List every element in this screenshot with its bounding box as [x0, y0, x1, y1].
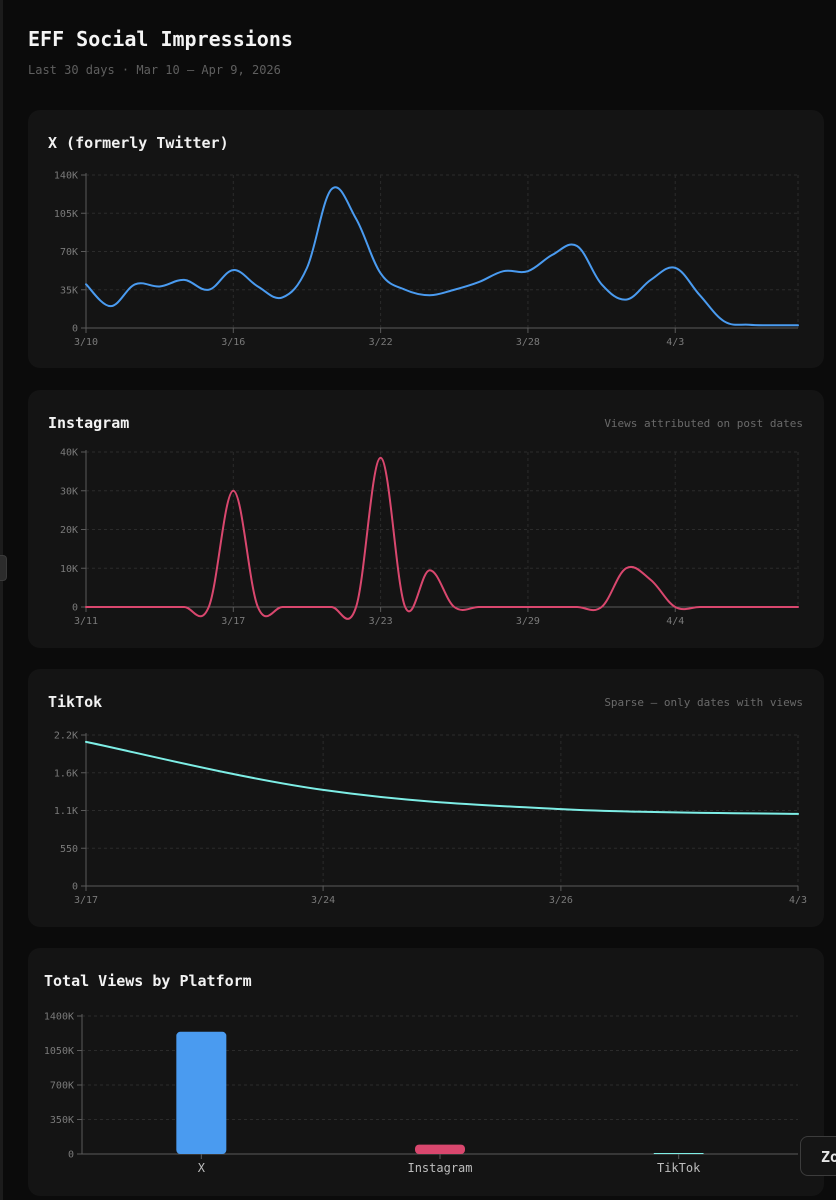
- tiktok-y-tick-label: 1.6K: [54, 768, 78, 779]
- instagram-y-tick-label: 30K: [60, 486, 78, 497]
- instagram-x-tick-label: 3/17: [221, 616, 245, 627]
- x-x-tick-label: 3/22: [369, 337, 393, 348]
- tiktok-chart-title: TikTok: [48, 693, 103, 711]
- zoom-button[interactable]: Zoom: [800, 1136, 836, 1176]
- instagram-y-tick-label: 20K: [60, 525, 78, 536]
- tiktok-y-tick-label: 550: [60, 844, 78, 855]
- tiktok-chart-card: TikTok Sparse — only dates with views 0 5…: [28, 669, 824, 927]
- x-x-tick-label: 3/16: [221, 337, 245, 348]
- instagram-x-tick-label: 3/11: [74, 616, 98, 627]
- instagram-x-tick-label: 3/23: [369, 616, 393, 627]
- totals-x-tick-label: X: [198, 1161, 206, 1175]
- x-y-tick-label: 105K: [54, 209, 78, 220]
- tiktok-y-tick-label: 0: [72, 882, 78, 893]
- x-chart-card: X (formerly Twitter) 0 35K 70K 105K 140K 3/10…: [28, 110, 824, 368]
- tiktok-series-line: [85, 740, 799, 815]
- totals-chart-card: Total Views by Platform 0 350K 700K 1050K 14…: [28, 948, 824, 1196]
- totals-bar-x: [176, 1031, 227, 1154]
- tiktok-x-tick-label: 3/26: [549, 895, 573, 906]
- tiktok-x-tick-label: 3/24: [311, 895, 335, 906]
- instagram-y-tick-label: 0: [72, 603, 78, 614]
- x-y-tick-label: 70K: [60, 247, 78, 258]
- instagram-chart-note: Views attributed on post dates: [604, 417, 803, 430]
- totals-y-tick-label: 1400K: [44, 1012, 74, 1023]
- x-y-tick-label: 0: [72, 324, 78, 335]
- x-y-tick-label: 140K: [54, 171, 78, 182]
- x-x-tick-label: 4/3: [666, 337, 684, 348]
- x-x-tick-label: 3/10: [74, 337, 98, 348]
- tiktok-y-tick-label: 2.2K: [54, 731, 78, 742]
- totals-bar-instagram: [415, 1144, 465, 1154]
- totals-y-tick-label: 350K: [50, 1115, 74, 1126]
- x-y-tick-label: 35K: [60, 285, 78, 296]
- totals-y-tick-label: 700K: [50, 1081, 74, 1092]
- instagram-line-chart: 0 10K 20K 30K 40K 3/11 3/17 3/23 3/29 4/4: [60, 448, 799, 627]
- x-x-tick-label: 3/28: [516, 337, 540, 348]
- x-line-chart: 0 35K 70K 105K 140K 3/10 3/16 3/22 3/28 4/3: [54, 171, 799, 348]
- page-subtitle: Last 30 days · Mar 10 – Apr 9, 2026: [28, 63, 281, 77]
- totals-y-tick-label: 1050K: [44, 1046, 74, 1057]
- totals-x-tick-label: TikTok: [657, 1161, 701, 1175]
- totals-bar-chart: 0 350K 700K 1050K 1400K X Instagram TikTok: [44, 1012, 798, 1175]
- tiktok-x-tick-label: 4/3: [789, 895, 807, 906]
- tiktok-line-chart: 0 550 1.1K 1.6K 2.2K 3/17 3/24 3/26 4/3: [54, 731, 807, 907]
- tiktok-x-tick-label: 3/17: [74, 895, 98, 906]
- instagram-series-line: [85, 456, 799, 620]
- instagram-x-tick-label: 3/29: [516, 616, 540, 627]
- instagram-y-tick-label: 10K: [60, 564, 78, 575]
- totals-bar-tiktok: [653, 1153, 704, 1154]
- x-series-line: [85, 186, 799, 327]
- totals-y-tick-label: 0: [68, 1150, 74, 1161]
- window-left-edge: [0, 0, 3, 1200]
- totals-x-tick-label: Instagram: [407, 1161, 472, 1175]
- tiktok-y-tick-label: 1.1K: [54, 806, 78, 817]
- x-chart-title: X (formerly Twitter): [48, 134, 229, 152]
- page-title: EFF Social Impressions: [28, 27, 293, 51]
- tiktok-chart-note: Sparse — only dates with views: [604, 696, 803, 709]
- instagram-chart-title: Instagram: [48, 414, 130, 432]
- totals-chart-title: Total Views by Platform: [44, 972, 252, 990]
- instagram-chart-card: Instagram Views attributed on post dates…: [28, 390, 824, 648]
- instagram-x-tick-label: 4/4: [666, 616, 684, 627]
- sidebar-toggle-handle[interactable]: [0, 555, 7, 581]
- instagram-y-tick-label: 40K: [60, 448, 78, 459]
